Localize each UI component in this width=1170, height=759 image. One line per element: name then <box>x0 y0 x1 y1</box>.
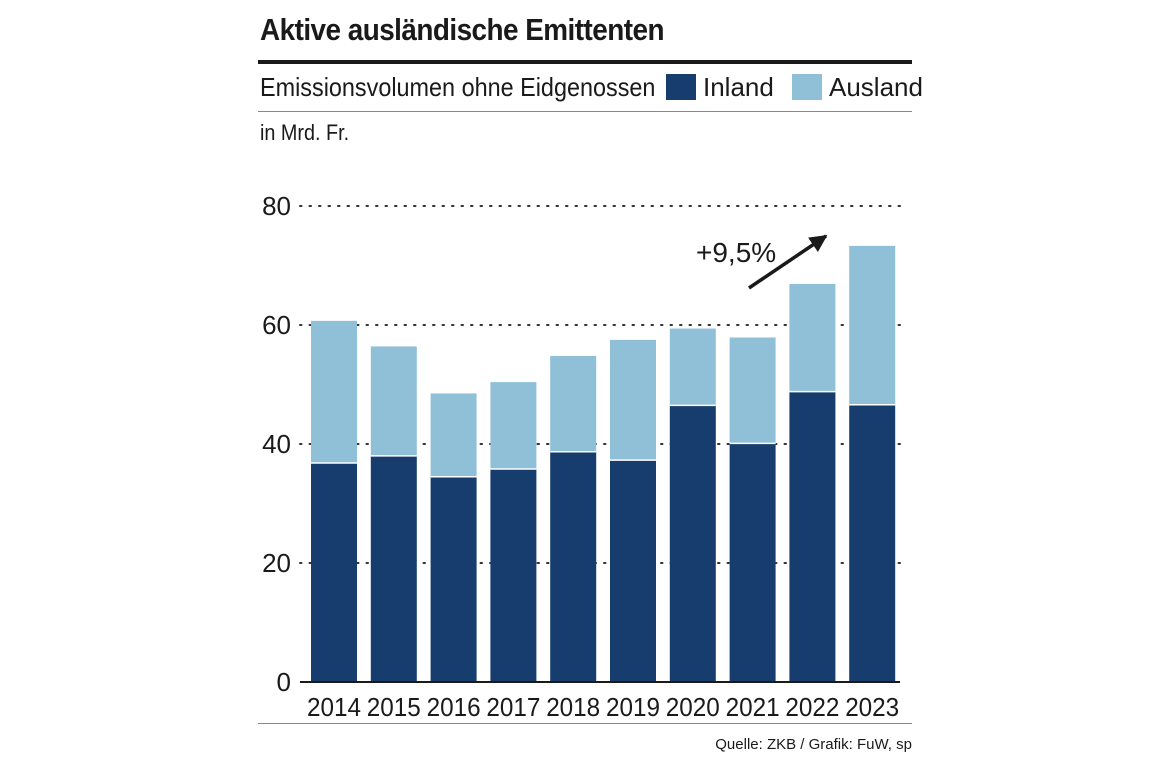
bar-ausland-2016 <box>430 393 477 477</box>
y-tick-label-40: 40 <box>262 429 291 459</box>
bar-ausland-2019 <box>610 339 656 461</box>
bar-ausland-2020 <box>669 328 716 406</box>
chart-subtitle: Emissionsvolumen ohne Eidgenossen <box>260 72 656 102</box>
legend-label-inland: Inland <box>703 72 774 102</box>
bar-inland-2016 <box>430 476 477 682</box>
legend-swatch-inland <box>666 74 696 100</box>
x-tick-label-2015: 2015 <box>367 692 421 722</box>
bar-inland-2020 <box>669 405 716 682</box>
y-tick-label-20: 20 <box>262 548 291 578</box>
x-tick-label-2016: 2016 <box>427 692 481 722</box>
bar-inland-2023 <box>849 404 896 682</box>
bar-inland-2019 <box>610 460 656 682</box>
bar-ausland-2014 <box>311 320 357 464</box>
bar-inland-2015 <box>370 455 417 682</box>
bar-ausland-2018 <box>550 355 597 452</box>
title-rule <box>258 60 912 64</box>
growth-arrow <box>748 234 828 290</box>
subtitle-rule <box>258 111 912 112</box>
bar-inland-2022 <box>789 391 836 682</box>
x-tick-label-2019: 2019 <box>606 692 660 722</box>
x-tick-label-2022: 2022 <box>785 692 839 722</box>
bar-ausland-2021 <box>729 337 776 444</box>
growth-annotation: +9,5% <box>696 237 776 268</box>
x-tick-label-2020: 2020 <box>666 692 720 722</box>
x-tick-label-2023: 2023 <box>845 692 899 722</box>
y-tick-label-80: 80 <box>262 191 291 221</box>
bar-inland-2014 <box>311 463 357 682</box>
x-tick-label-2018: 2018 <box>546 692 600 722</box>
footer-rule <box>258 723 912 724</box>
legend-swatch-ausland <box>792 74 822 100</box>
unit-label: in Mrd. Fr. <box>260 120 350 145</box>
y-tick-label-0: 0 <box>277 667 291 697</box>
bar-ausland-2015 <box>370 346 417 456</box>
x-tick-label-2021: 2021 <box>726 692 780 722</box>
y-tick-label-60: 60 <box>262 310 291 340</box>
chart-title: Aktive ausländische Emittenten <box>260 12 665 47</box>
legend-label-ausland: Ausland <box>829 72 923 102</box>
source-note: Quelle: ZKB / Grafik: FuW, sp <box>715 736 912 753</box>
bar-inland-2018 <box>550 451 597 682</box>
bar-inland-2017 <box>490 468 537 682</box>
x-tick-label-2014: 2014 <box>307 692 361 722</box>
bar-ausland-2017 <box>490 382 537 469</box>
bar-ausland-2022 <box>789 283 836 392</box>
bar-ausland-2023 <box>849 245 896 405</box>
x-tick-label-2017: 2017 <box>486 692 540 722</box>
bar-inland-2021 <box>729 443 776 682</box>
